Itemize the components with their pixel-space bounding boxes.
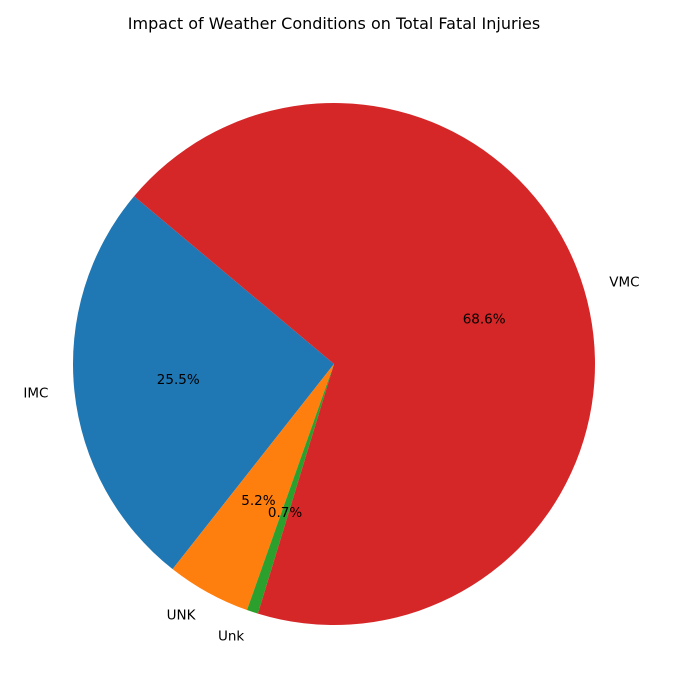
pie-slice-unk <box>172 364 334 611</box>
slice-percent-label: 68.6% <box>463 311 506 327</box>
pie-labels: IMC 25.5% UNK 5.2% Unk 0.7% VMC 68.6% <box>23 274 639 644</box>
slice-percent-label: 5.2% <box>241 493 275 509</box>
slice-percent-label: 25.5% <box>157 372 200 388</box>
slice-category-label: VMC <box>609 274 639 290</box>
pie-slice-unk-mixed <box>246 364 334 614</box>
pie-wedges <box>72 102 595 625</box>
slice-category-label: Unk <box>218 629 244 645</box>
pie-slice-vmc <box>134 102 595 625</box>
pie-slice-imc <box>72 196 334 570</box>
slice-category-label: IMC <box>23 386 48 402</box>
slice-category-label: UNK <box>167 607 197 623</box>
slice-percent-label: 0.7% <box>268 505 302 521</box>
chart-title: Impact of Weather Conditions on Total Fa… <box>128 14 540 33</box>
